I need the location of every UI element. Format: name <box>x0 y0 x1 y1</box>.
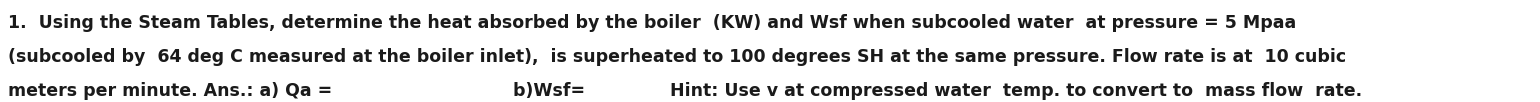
Text: 1.  Using the Steam Tables, determine the heat absorbed by the boiler  (KW) and : 1. Using the Steam Tables, determine the… <box>8 14 1297 32</box>
Text: _________: _________ <box>591 82 670 100</box>
Text: ____________________: ____________________ <box>339 82 513 100</box>
Text: b)Wsf=: b)Wsf= <box>513 82 591 100</box>
Text: meters per minute. Ans.: a) Qa =: meters per minute. Ans.: a) Qa = <box>8 82 339 100</box>
Text: Hint: Use v at compressed water  temp. to convert to  mass flow  rate.: Hint: Use v at compressed water temp. to… <box>670 82 1363 100</box>
Text: (subcooled by  64 deg C measured at the boiler inlet),  is superheated to 100 de: (subcooled by 64 deg C measured at the b… <box>8 48 1346 66</box>
